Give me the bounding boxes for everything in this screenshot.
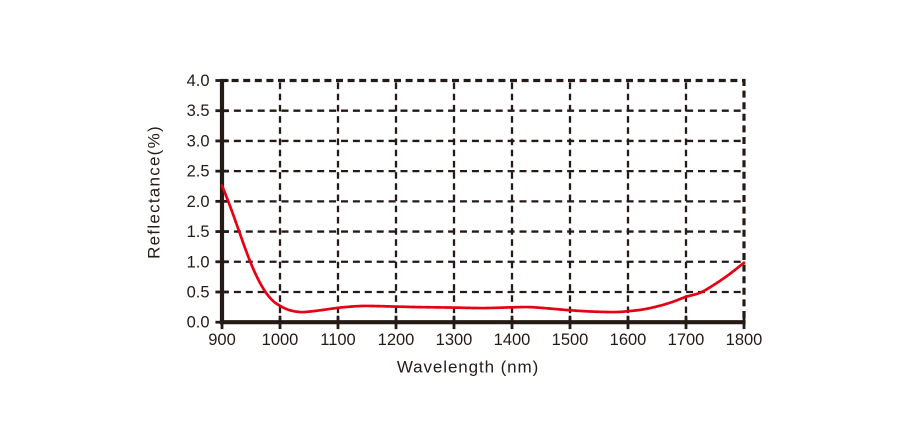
svg-text:3.0: 3.0 [187,132,210,150]
svg-text:1.5: 1.5 [187,223,210,241]
svg-text:1000: 1000 [262,331,299,349]
svg-text:1800: 1800 [726,331,763,349]
svg-text:2.0: 2.0 [187,193,210,211]
svg-text:1500: 1500 [552,331,589,349]
svg-text:2.5: 2.5 [187,163,210,181]
svg-text:Reflectance(%): Reflectance(%) [145,125,164,259]
svg-text:3.5: 3.5 [187,102,210,120]
svg-text:1700: 1700 [668,331,705,349]
svg-text:1400: 1400 [494,331,531,349]
svg-text:Wavelength (nm): Wavelength (nm) [397,357,539,376]
svg-text:1300: 1300 [436,331,473,349]
svg-text:900: 900 [208,331,236,349]
svg-text:1.0: 1.0 [187,253,210,271]
svg-text:0.5: 0.5 [187,283,210,301]
svg-text:1200: 1200 [378,331,415,349]
svg-text:1600: 1600 [610,331,647,349]
svg-text:4.0: 4.0 [187,72,210,90]
svg-text:0.0: 0.0 [187,314,210,332]
svg-text:1100: 1100 [320,331,355,349]
